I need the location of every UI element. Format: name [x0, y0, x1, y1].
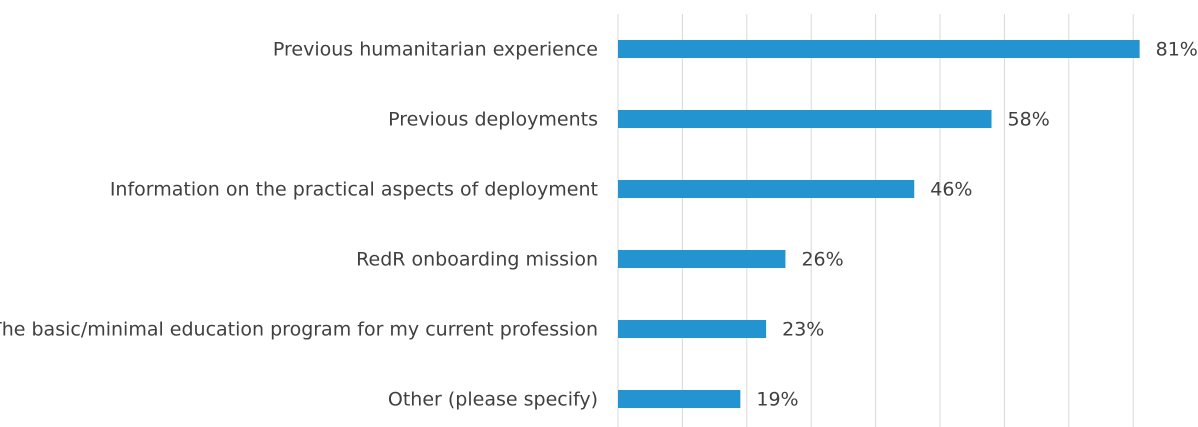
bar — [618, 180, 915, 198]
bar — [618, 110, 992, 128]
category-label: Information on the practical aspects of … — [110, 179, 598, 201]
bar — [618, 40, 1140, 58]
value-label: 58% — [1008, 109, 1050, 131]
category-label: The basic/minimal education program for … — [0, 319, 598, 341]
value-label: 26% — [801, 249, 843, 271]
bar — [618, 250, 786, 268]
category-label: Previous deployments — [388, 109, 598, 131]
value-label: 46% — [930, 179, 972, 201]
value-label: 81% — [1156, 39, 1198, 61]
value-label: 23% — [782, 319, 824, 341]
category-label: Other (please specify) — [388, 389, 598, 411]
category-label: Previous humanitarian experience — [273, 39, 598, 61]
category-label: RedR onboarding mission — [356, 249, 598, 271]
bar — [618, 320, 767, 338]
value-label: 19% — [756, 389, 798, 411]
bar — [618, 390, 741, 408]
